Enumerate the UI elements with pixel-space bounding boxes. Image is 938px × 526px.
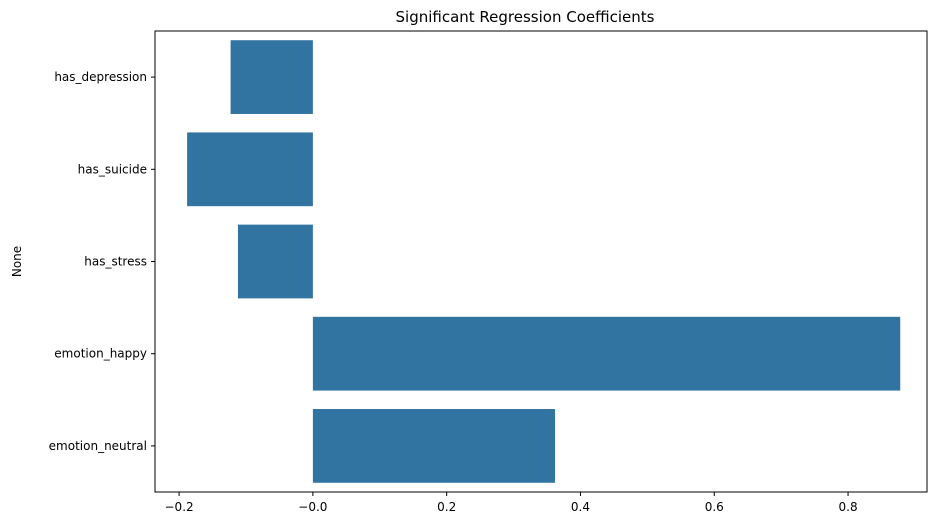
bar-has_depression (230, 40, 313, 114)
x-tick-label: 0.6 (705, 500, 724, 514)
bar-has_stress (237, 224, 313, 299)
bar-emotion_happy (312, 316, 901, 391)
y-axis-ticks: has_depression has_suicide has_stressemoti… (49, 70, 155, 453)
x-tick-label: 0.8 (839, 500, 858, 514)
bar-has_suicide (187, 132, 313, 207)
bars-group (187, 40, 901, 483)
x-tick-label: −0.0 (298, 500, 327, 514)
x-tick-label: 0.2 (437, 500, 456, 514)
x-axis-ticks: −0.2 −0.0 0.2 0.4 0.6 0.8 (165, 492, 858, 514)
y-axis-label: None (10, 246, 24, 277)
y-tick-label: has_stress (84, 255, 147, 269)
chart-title: Significant Regression Coefficients (396, 8, 655, 26)
y-tick-label: has_suicide (78, 162, 147, 176)
y-tick-label: emotion_happy (54, 347, 147, 361)
plot-frame (154, 30, 928, 493)
y-tick-label: emotion_neutral (49, 439, 147, 453)
x-tick-label: −0.2 (165, 500, 194, 514)
bar-emotion_neutral (312, 409, 556, 483)
x-tick-label: 0.4 (571, 500, 590, 514)
y-tick-label: has_depression (54, 70, 147, 84)
